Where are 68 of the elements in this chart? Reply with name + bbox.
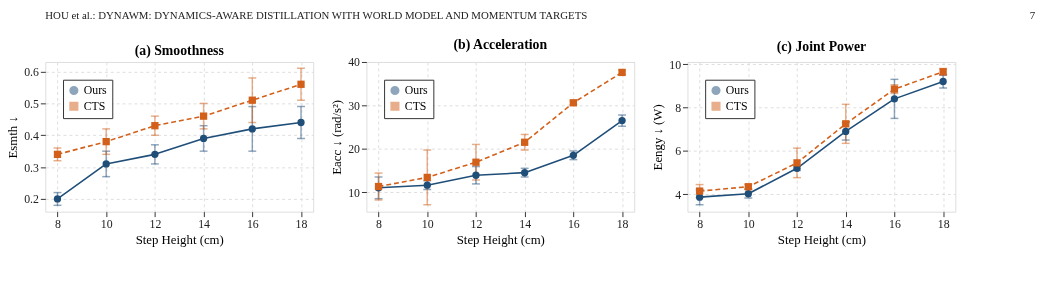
x-tick-label: 8 xyxy=(55,216,62,231)
x-tick-label: 16 xyxy=(889,216,901,231)
y-axis-title: Eengy ↓ (W) xyxy=(651,104,666,171)
x-tick-label: 10 xyxy=(421,216,434,231)
x-tick-label: 14 xyxy=(198,216,211,231)
x-axis-title: Step Height (cm) xyxy=(135,232,224,247)
x-tick-label: 8 xyxy=(376,216,383,231)
y-axis-title: Esmth ↓ xyxy=(6,116,21,159)
y-tick-label: 20 xyxy=(348,142,361,157)
x-axis-title: Step Height (cm) xyxy=(777,232,866,247)
x-tick-label: 12 xyxy=(470,216,483,231)
point xyxy=(695,187,704,195)
x-tick-label: 16 xyxy=(567,216,580,231)
y-tick-label: 10 xyxy=(669,57,682,72)
point xyxy=(102,137,110,146)
x-tick-label: 10 xyxy=(100,216,113,231)
point xyxy=(423,173,431,182)
y-tick-label: 4 xyxy=(675,187,682,202)
point xyxy=(793,159,801,167)
legend-label: Ours xyxy=(404,83,429,98)
x-tick-label: 12 xyxy=(149,216,162,231)
point xyxy=(53,195,62,203)
x-tick-label: 18 xyxy=(616,216,629,231)
point xyxy=(248,125,256,133)
point xyxy=(151,150,159,158)
point xyxy=(890,95,899,103)
point xyxy=(297,80,305,88)
point xyxy=(297,118,305,127)
y-tick-label: 0.4 xyxy=(24,128,39,143)
point xyxy=(521,138,529,146)
x-tick-label: 12 xyxy=(791,216,804,231)
y-tick-label: 40 xyxy=(348,55,361,70)
y-tick-label: 8 xyxy=(675,100,682,115)
x-tick-label: 18 xyxy=(937,216,950,231)
y-tick-label: 30 xyxy=(348,98,361,113)
x-tick-label: 18 xyxy=(295,216,308,231)
legend-label: CTS xyxy=(83,99,106,114)
text: HOU et al.: DYNAWM: DYNAMICS-AWARE DISTILLATION WITH WORLD MODEL AND MOMENTUM TARGETS xyxy=(45,8,588,21)
point xyxy=(472,171,480,179)
x-axis-title: Step Height (cm) xyxy=(456,232,545,247)
y-tick-label: 6 xyxy=(675,144,682,159)
x-tick-label: 16 xyxy=(246,216,259,231)
chart-title: (a) Smoothness xyxy=(134,43,225,60)
point xyxy=(199,112,208,120)
text: 7 xyxy=(1029,8,1036,21)
y-tick-label: 0.3 xyxy=(24,160,39,175)
y-axis-title: Eacc ↓ (rad/s²) xyxy=(330,99,345,175)
legend-label: CTS xyxy=(404,99,427,114)
x-tick-label: 10 xyxy=(742,216,755,231)
point xyxy=(842,120,850,128)
x-tick-label: 14 xyxy=(840,216,853,231)
point xyxy=(199,134,208,143)
legend-label: CTS xyxy=(725,99,748,114)
y-tick-label: 0.5 xyxy=(24,96,39,111)
chart-title: (b) Acceleration xyxy=(453,37,548,54)
legend-label: Ours xyxy=(83,83,108,98)
point xyxy=(248,96,256,104)
point xyxy=(842,127,850,136)
x-tick-label: 8 xyxy=(697,216,704,231)
point xyxy=(472,158,480,166)
chart-title: (c) Joint Power xyxy=(776,39,867,56)
point xyxy=(151,122,159,130)
point xyxy=(102,160,110,168)
legend-label: Ours xyxy=(725,83,750,98)
y-tick-label: 10 xyxy=(348,185,361,200)
y-tick-label: 0.6 xyxy=(24,64,39,79)
x-tick-label: 14 xyxy=(519,216,532,231)
y-tick-label: 0.2 xyxy=(24,192,39,207)
